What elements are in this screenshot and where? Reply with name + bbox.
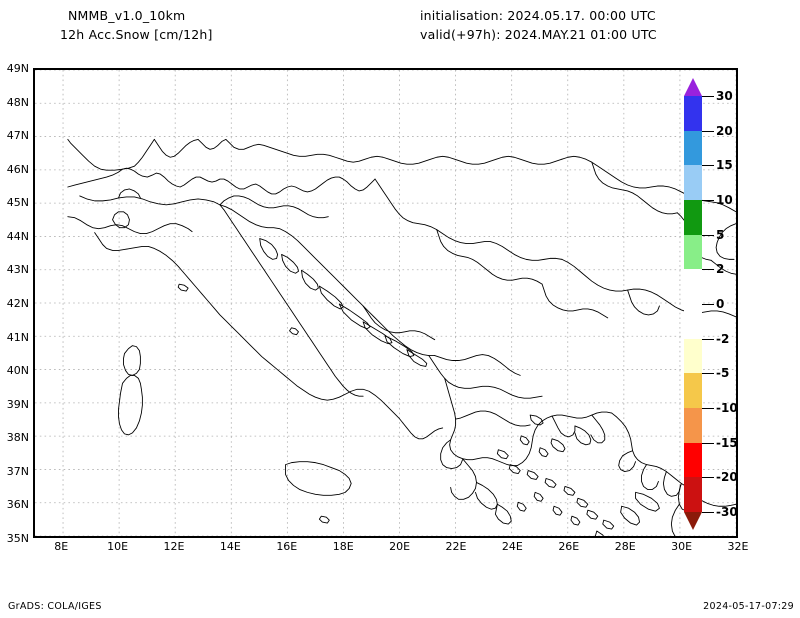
colorbar-tick <box>702 442 714 444</box>
map-plot-area[interactable] <box>33 68 738 538</box>
lat-tick-label: 48N <box>6 95 29 109</box>
lon-tick-label: 18E <box>332 540 354 553</box>
lon-tick-label: 26E <box>558 540 580 553</box>
lat-tick-label: 37N <box>6 464 29 478</box>
colorbar-tick <box>702 200 714 201</box>
colorbar-band <box>684 304 702 340</box>
colorbar-band <box>684 165 702 201</box>
colorbar-arrow-top <box>684 78 702 96</box>
lon-tick-label: 20E <box>389 540 411 553</box>
lon-tick-label: 30E <box>671 540 693 553</box>
colorbar-band <box>684 269 702 305</box>
valid-time-label: valid(+97h): 2024.MAY.21 01:00 UTC <box>420 27 657 42</box>
colorbar-legend: 30 20 15 10 5 2 0 -2 -5 -10 -15 -20 -30 <box>684 78 738 530</box>
colorbar-tick-label: 5 <box>716 227 725 242</box>
colorbar-band <box>684 200 702 236</box>
colorbar-tick-label: -2 <box>716 331 730 346</box>
colorbar-tick-label: -30 <box>716 505 738 519</box>
colorbar-band <box>684 442 702 478</box>
colorbar-tick <box>702 373 714 375</box>
colorbar-tick <box>702 512 714 513</box>
map-coastlines <box>35 70 736 536</box>
header-right-block: initialisation: 2024.05.17. 00:00 UTC va… <box>420 6 780 44</box>
lat-tick-label: 46N <box>6 162 29 176</box>
colorbar-tick <box>702 338 714 340</box>
colorbar-tick <box>702 269 714 271</box>
colorbar-band <box>684 234 702 270</box>
lon-tick-label: 8E <box>54 540 69 553</box>
colorbar-tick <box>702 96 714 97</box>
lat-tick-label: 47N <box>6 129 29 143</box>
colorbar-tick-label: 10 <box>716 193 733 207</box>
colorbar-tick <box>702 234 714 236</box>
lon-tick-label: 10E <box>107 540 129 553</box>
colorbar-tick-label: 30 <box>716 89 733 103</box>
lat-tick-label: 49N <box>6 62 29 75</box>
colorbar-tick <box>702 130 714 132</box>
colorbar-tick-label: -20 <box>716 470 738 485</box>
lon-tick-label: 12E <box>163 540 185 553</box>
lat-tick-label: 42N <box>6 297 29 310</box>
footer-credit: GrADS: COLA/IGES <box>8 601 102 612</box>
colorbar-band <box>684 96 702 132</box>
colorbar-band <box>684 130 702 166</box>
lat-tick-label: 43N <box>6 263 29 277</box>
colorbar-tick <box>702 408 714 409</box>
lat-tick-label: 39N <box>6 397 29 411</box>
latitude-axis: 35N 36N 37N 38N 39N 40N 41N 42N 43N 44N 45N 46N 47N 4… <box>0 63 29 544</box>
lat-tick-label: 44N <box>6 229 29 243</box>
colorbar-tick-label: -15 <box>716 435 738 450</box>
field-name-label: 12h Acc.Snow [cm/12h] <box>60 27 213 42</box>
colorbar-band <box>684 338 702 374</box>
lat-tick-label: 36N <box>6 498 29 512</box>
lon-tick-label: 28E <box>614 540 636 553</box>
lon-tick-label: 22E <box>445 540 467 553</box>
lat-tick-label: 38N <box>6 431 29 445</box>
colorbar-band <box>684 408 702 444</box>
colorbar-tick <box>702 165 714 167</box>
colorbar-tick-label: 2 <box>716 262 725 277</box>
model-name-label: NMMB_v1.0_10km <box>68 8 186 23</box>
colorbar-band <box>684 373 702 409</box>
colorbar-tick-label: -5 <box>716 366 730 381</box>
lon-tick-label: 32E <box>727 540 749 553</box>
colorbar-tick-label: 20 <box>716 123 733 138</box>
initialisation-time-label: initialisation: 2024.05.17. 00:00 UTC <box>420 8 656 23</box>
colorbar-tick-label: -10 <box>716 401 738 415</box>
colorbar-tick <box>702 304 714 305</box>
colorbar-band <box>684 477 702 513</box>
lon-tick-label: 16E <box>276 540 298 553</box>
lon-tick-label: 14E <box>219 540 241 553</box>
header-left-block: NMMB_v1.0_10km 12h Acc.Snow [cm/12h] <box>60 6 380 44</box>
colorbar-tick-label: 0 <box>716 297 725 311</box>
colorbar-tick <box>702 477 714 479</box>
lon-tick-label: 24E <box>501 540 523 553</box>
lat-tick-label: 35N <box>6 532 29 545</box>
lat-tick-label: 45N <box>6 196 29 210</box>
footer-timestamp: 2024-05-17-07:29 <box>703 601 794 612</box>
lat-tick-label: 40N <box>6 364 29 378</box>
lat-tick-label: 41N <box>6 330 29 344</box>
colorbar-arrow-bottom <box>684 512 702 530</box>
colorbar-tick-label: 15 <box>716 158 733 173</box>
longitude-axis: 8E 10E 12E 14E 16E 18E 20E 22E 24E 26E 28E 30E 32E <box>33 540 748 557</box>
